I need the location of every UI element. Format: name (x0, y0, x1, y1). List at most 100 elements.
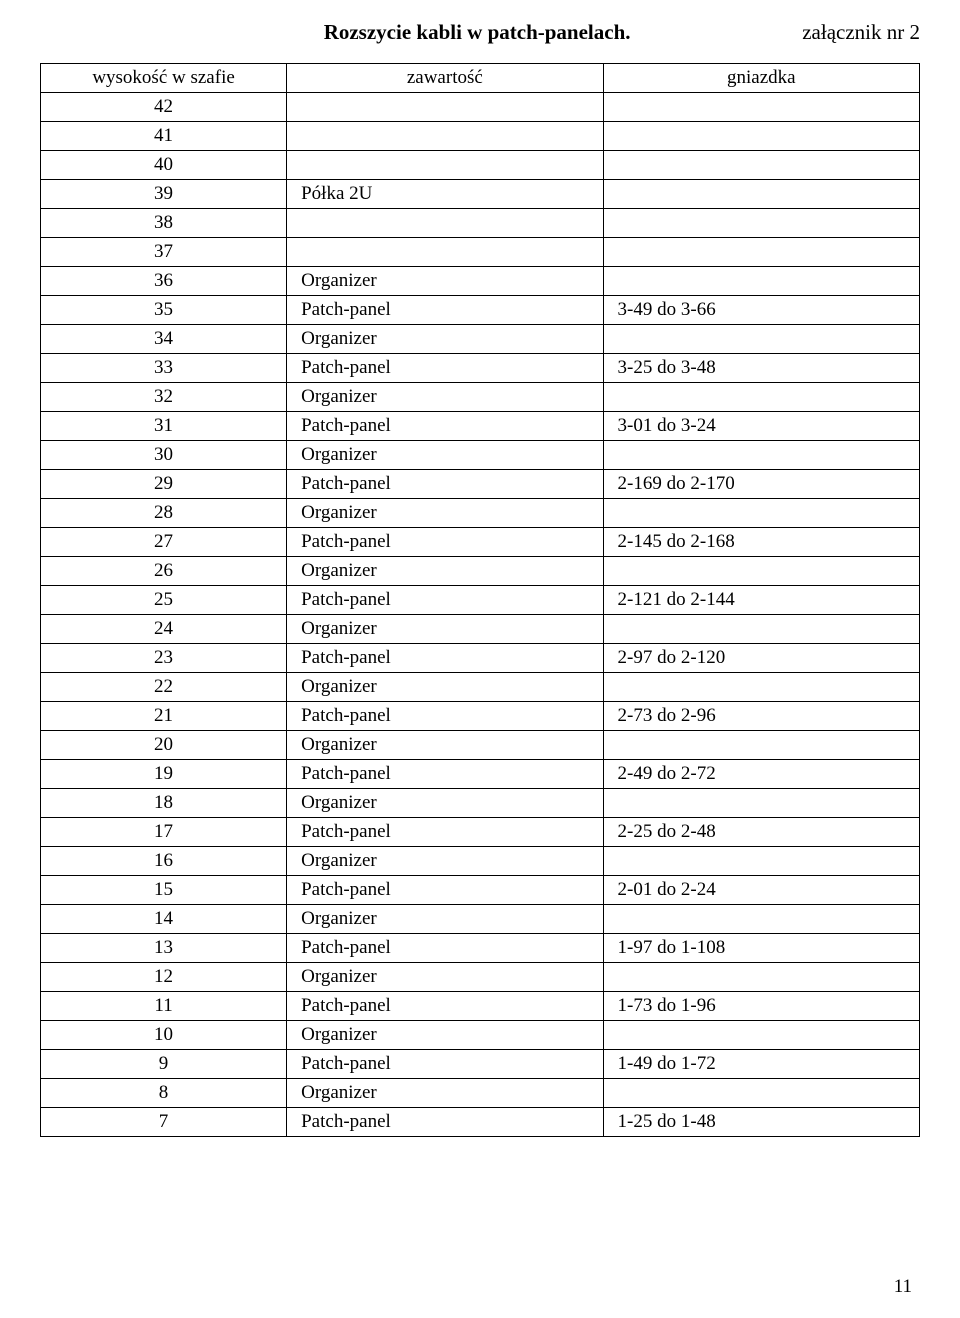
cell-content: Patch-panel (287, 702, 603, 731)
cell-sockets (603, 441, 919, 470)
cell-height: 28 (41, 499, 287, 528)
cell-sockets (603, 499, 919, 528)
table-row: 11Patch-panel1-73 do 1-96 (41, 992, 920, 1021)
cell-sockets: 2-25 do 2-48 (603, 818, 919, 847)
cell-height: 15 (41, 876, 287, 905)
cell-sockets: 2-97 do 2-120 (603, 644, 919, 673)
cell-height: 35 (41, 296, 287, 325)
cell-content: Patch-panel (287, 1050, 603, 1079)
table-row: 19Patch-panel2-49 do 2-72 (41, 760, 920, 789)
cell-height: 11 (41, 992, 287, 1021)
cell-content: Organizer (287, 499, 603, 528)
cell-height: 10 (41, 1021, 287, 1050)
cell-height: 36 (41, 267, 287, 296)
table-row: 26Organizer (41, 557, 920, 586)
document-header: Rozszycie kabli w patch-panelach. załącz… (40, 20, 920, 45)
cell-height: 7 (41, 1108, 287, 1137)
cell-sockets (603, 238, 919, 267)
cell-sockets: 3-01 do 3-24 (603, 412, 919, 441)
cell-height: 21 (41, 702, 287, 731)
cell-content (287, 209, 603, 238)
table-row: 18Organizer (41, 789, 920, 818)
cell-content: Patch-panel (287, 470, 603, 499)
cell-content: Patch-panel (287, 644, 603, 673)
table-row: 17Patch-panel2-25 do 2-48 (41, 818, 920, 847)
cell-height: 8 (41, 1079, 287, 1108)
cell-sockets: 3-25 do 3-48 (603, 354, 919, 383)
cell-content: Organizer (287, 1079, 603, 1108)
table-row: 29Patch-panel2-169 do 2-170 (41, 470, 920, 499)
cell-content: Patch-panel (287, 760, 603, 789)
cell-content: Patch-panel (287, 354, 603, 383)
cell-sockets (603, 93, 919, 122)
cell-content: Organizer (287, 731, 603, 760)
cell-height: 16 (41, 847, 287, 876)
col-header-height: wysokość w szafie (41, 64, 287, 93)
table-row: 15Patch-panel2-01 do 2-24 (41, 876, 920, 905)
cell-content: Organizer (287, 1021, 603, 1050)
table-row: 30Organizer (41, 441, 920, 470)
cell-content (287, 238, 603, 267)
table-row: 39Półka 2U (41, 180, 920, 209)
cell-sockets: 2-169 do 2-170 (603, 470, 919, 499)
cell-content: Patch-panel (287, 992, 603, 1021)
cell-height: 41 (41, 122, 287, 151)
table-row: 33Patch-panel3-25 do 3-48 (41, 354, 920, 383)
cell-content: Organizer (287, 789, 603, 818)
cell-content: Patch-panel (287, 876, 603, 905)
cell-content: Patch-panel (287, 296, 603, 325)
cell-sockets: 2-145 do 2-168 (603, 528, 919, 557)
table-row: 8Organizer (41, 1079, 920, 1108)
table-row: 12Organizer (41, 963, 920, 992)
cell-sockets (603, 673, 919, 702)
page-number: 11 (894, 1276, 912, 1298)
table-row: 40 (41, 151, 920, 180)
table-row: 20Organizer (41, 731, 920, 760)
table-row: 13Patch-panel1-97 do 1-108 (41, 934, 920, 963)
table-row: 7Patch-panel1-25 do 1-48 (41, 1108, 920, 1137)
table-row: 22Organizer (41, 673, 920, 702)
cell-height: 12 (41, 963, 287, 992)
cell-content: Organizer (287, 905, 603, 934)
cell-sockets: 1-25 do 1-48 (603, 1108, 919, 1137)
table-header-row: wysokość w szafie zawartość gniazdka (41, 64, 920, 93)
table-row: 21Patch-panel2-73 do 2-96 (41, 702, 920, 731)
cell-height: 9 (41, 1050, 287, 1079)
cell-content: Organizer (287, 441, 603, 470)
col-header-content: zawartość (287, 64, 603, 93)
cell-sockets (603, 151, 919, 180)
cell-sockets: 1-49 do 1-72 (603, 1050, 919, 1079)
table-row: 36Organizer (41, 267, 920, 296)
table-row: 42 (41, 93, 920, 122)
table-row: 31Patch-panel3-01 do 3-24 (41, 412, 920, 441)
cell-sockets (603, 325, 919, 354)
cell-height: 26 (41, 557, 287, 586)
cell-content: Patch-panel (287, 528, 603, 557)
table-row: 16Organizer (41, 847, 920, 876)
table-row: 41 (41, 122, 920, 151)
cell-sockets (603, 905, 919, 934)
annex-label: załącznik nr 2 (802, 20, 920, 45)
cell-content: Organizer (287, 963, 603, 992)
cell-content (287, 93, 603, 122)
cell-height: 17 (41, 818, 287, 847)
cell-content: Organizer (287, 267, 603, 296)
cell-height: 31 (41, 412, 287, 441)
table-row: 27Patch-panel2-145 do 2-168 (41, 528, 920, 557)
cell-content (287, 151, 603, 180)
cell-height: 23 (41, 644, 287, 673)
cell-height: 34 (41, 325, 287, 354)
cell-height: 27 (41, 528, 287, 557)
cell-sockets (603, 1021, 919, 1050)
cell-height: 20 (41, 731, 287, 760)
cell-sockets: 2-121 do 2-144 (603, 586, 919, 615)
cell-height: 22 (41, 673, 287, 702)
cell-content: Patch-panel (287, 412, 603, 441)
cell-height: 42 (41, 93, 287, 122)
cell-sockets (603, 789, 919, 818)
cell-sockets: 1-97 do 1-108 (603, 934, 919, 963)
cell-height: 13 (41, 934, 287, 963)
cell-sockets (603, 731, 919, 760)
cell-content: Organizer (287, 673, 603, 702)
cell-sockets (603, 209, 919, 238)
